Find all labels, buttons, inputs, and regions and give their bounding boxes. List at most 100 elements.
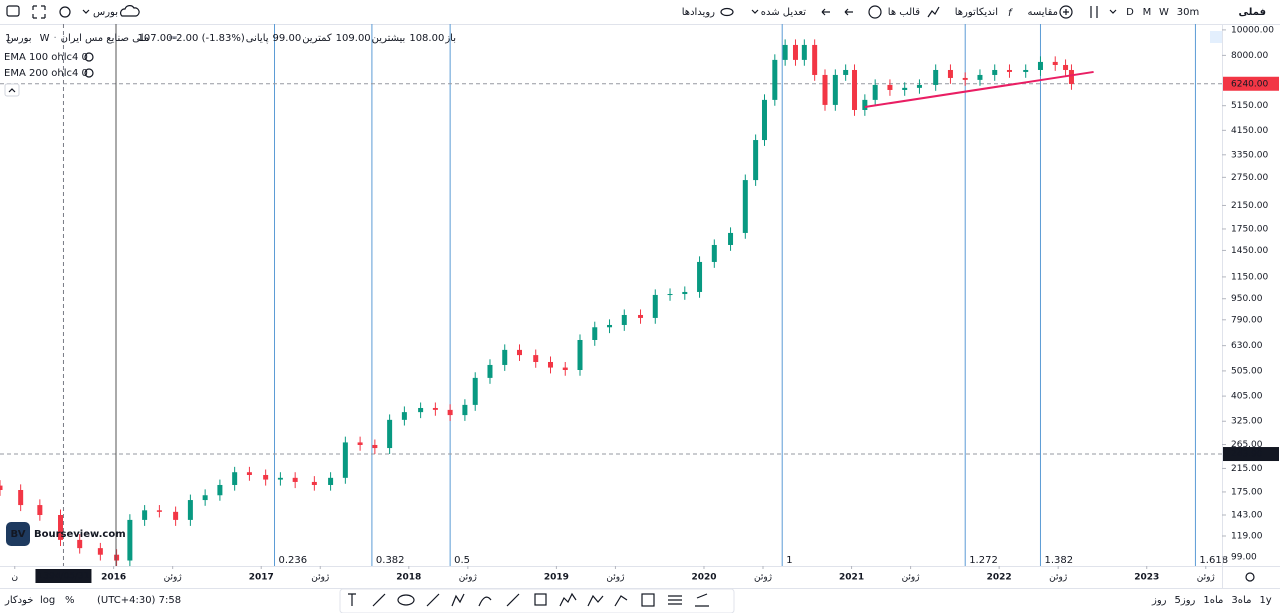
ema-100-hide[interactable] xyxy=(84,52,94,62)
interval-m[interactable]: M xyxy=(1143,7,1152,18)
candle-body xyxy=(37,505,43,516)
ray-tool[interactable] xyxy=(372,593,386,607)
range-button[interactable]: روز xyxy=(1151,595,1167,606)
ema-100: EMA 100 ohlc4 0 xyxy=(4,52,88,63)
brush-tool[interactable] xyxy=(426,593,440,607)
percent-scale[interactable]: % xyxy=(65,595,75,606)
pattern-tool[interactable] xyxy=(451,593,465,607)
candle-body xyxy=(852,69,858,110)
candle-body xyxy=(156,510,162,512)
candle-body xyxy=(607,324,613,328)
candle-body xyxy=(711,244,717,262)
y-tick-label: 8000.00 xyxy=(1231,51,1268,61)
range-button[interactable]: 1y xyxy=(1259,595,1271,606)
chart-type-dropdown[interactable] xyxy=(1109,9,1117,14)
x-tick-label: ژوئن xyxy=(1049,573,1067,583)
position-tool[interactable] xyxy=(695,593,709,607)
y-tick-label: 265.00 xyxy=(1231,440,1263,450)
redo-button[interactable] xyxy=(821,8,830,16)
candle-body xyxy=(311,481,317,485)
range-button[interactable]: 1ماه xyxy=(1203,595,1223,606)
market-dropdown[interactable] xyxy=(82,9,90,14)
settings-button[interactable] xyxy=(59,6,71,18)
curve-tool[interactable] xyxy=(478,596,492,607)
y-tick-label: 4150.00 xyxy=(1231,126,1268,136)
watermark-text: Bourseview.com xyxy=(34,529,126,540)
cloud-icon[interactable] xyxy=(120,5,140,17)
timezone[interactable]: (UTC+4:30) 7:58 xyxy=(97,595,181,606)
candle-body xyxy=(843,69,849,75)
y-tick-label: 1150.00 xyxy=(1231,272,1268,282)
watermark-logo-text: BV xyxy=(11,529,26,540)
symbol-code[interactable]: فملی xyxy=(1239,7,1266,18)
toolbar xyxy=(0,0,1280,24)
candle-body xyxy=(862,99,868,110)
watermark-logo xyxy=(6,522,30,546)
candle-body xyxy=(562,367,568,371)
candle-body xyxy=(916,84,922,88)
axis-settings[interactable] xyxy=(1245,572,1255,582)
wave-tool[interactable] xyxy=(559,592,577,607)
y-tick-label: 119.00 xyxy=(1231,531,1263,541)
candle-body xyxy=(372,444,378,449)
candle-body xyxy=(801,44,807,60)
legend-collapse[interactable] xyxy=(169,36,177,39)
templates-button[interactable]: قالب ها xyxy=(888,7,920,18)
candle-body xyxy=(792,44,798,60)
path-tool[interactable] xyxy=(614,595,628,607)
x-tick-label: 2016 xyxy=(101,573,126,583)
candle-body xyxy=(418,407,424,413)
market-label[interactable]: بورس xyxy=(93,7,118,18)
crosshair-label: 1394/05/31 xyxy=(38,572,90,582)
log-scale[interactable]: log xyxy=(40,595,55,606)
legend-sep: · xyxy=(53,33,56,44)
events-button[interactable]: رویدادها xyxy=(682,7,715,18)
y-tick-label: 3350.00 xyxy=(1231,150,1268,160)
rect-tool[interactable] xyxy=(534,593,547,606)
range-button[interactable]: 5روز xyxy=(1175,595,1196,606)
interval-30m[interactable]: 30m xyxy=(1177,7,1199,18)
x-tick-label: 2017 xyxy=(249,573,274,583)
chart-type-button[interactable] xyxy=(1090,6,1098,18)
earnings-button[interactable] xyxy=(868,5,882,19)
ellipse-tool[interactable] xyxy=(397,594,415,606)
snapshot-button[interactable] xyxy=(6,5,20,17)
range-button[interactable]: 3ماه xyxy=(1231,595,1251,606)
candle-body xyxy=(697,261,703,292)
adjusted-dropdown[interactable] xyxy=(751,9,759,14)
candle-body xyxy=(1068,69,1074,84)
candle-body xyxy=(401,412,407,420)
undo-button[interactable] xyxy=(844,8,853,16)
candle-body xyxy=(962,77,968,80)
indicators-button[interactable]: اندیکاتورها xyxy=(955,7,998,18)
adjusted-button[interactable]: تعدیل شده xyxy=(761,7,806,18)
price-marker-bg xyxy=(1223,76,1279,91)
y-tick-label: 1450.00 xyxy=(1231,246,1268,256)
legend-toggle[interactable] xyxy=(4,83,20,97)
compare-button[interactable]: مقایسه xyxy=(1027,7,1058,18)
auto-scale[interactable]: خودکار xyxy=(4,595,33,606)
text-tool[interactable] xyxy=(348,593,356,606)
ema-200-hide[interactable] xyxy=(84,68,94,78)
interval-w[interactable]: W xyxy=(1159,7,1169,18)
candle-body xyxy=(277,477,283,480)
candle-body xyxy=(114,554,120,561)
abcd-tool[interactable] xyxy=(587,594,604,607)
box-tool[interactable] xyxy=(641,593,655,607)
compare-plus xyxy=(1063,9,1069,15)
fib-tool[interactable] xyxy=(668,595,682,605)
candle-body xyxy=(782,44,788,60)
y-tick-label: 950.00 xyxy=(1231,294,1263,304)
candle-body xyxy=(487,364,493,378)
compare-icon xyxy=(1059,5,1073,19)
candle-body xyxy=(173,511,179,520)
ohlc-label: پایانی xyxy=(246,33,269,44)
ohlc-label: باز xyxy=(444,33,456,44)
x-tick-label: ژوئن xyxy=(311,573,329,583)
interval-d[interactable]: D xyxy=(1126,7,1134,18)
line-tool[interactable] xyxy=(506,593,520,607)
ohlc-value: 99.00 xyxy=(273,33,302,44)
fullscreen-button[interactable] xyxy=(32,5,46,19)
candle-body xyxy=(516,349,522,356)
